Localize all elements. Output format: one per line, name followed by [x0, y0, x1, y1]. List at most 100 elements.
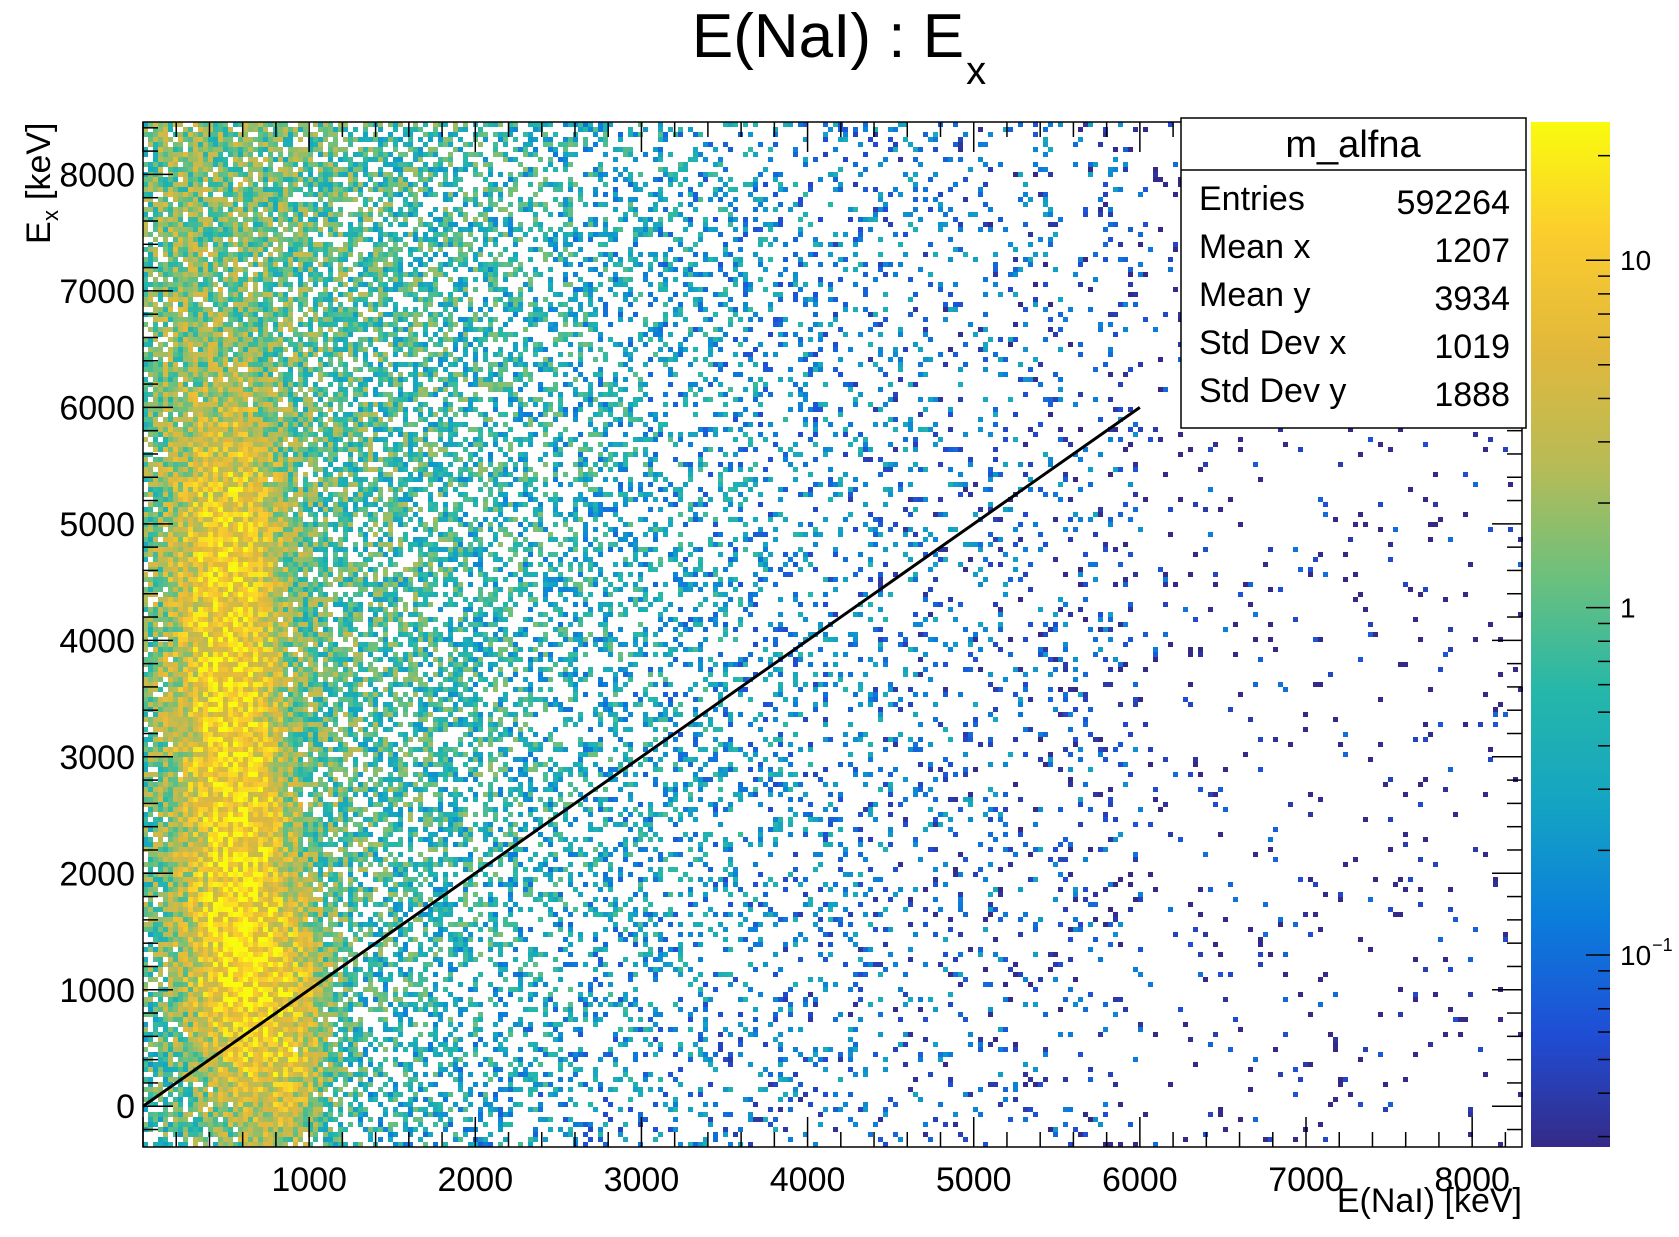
heatmap-cell — [453, 257, 458, 262]
heatmap-cell — [438, 312, 443, 317]
heatmap-cell — [228, 327, 233, 332]
heatmap-cell — [208, 387, 213, 392]
heatmap-cell — [283, 322, 288, 327]
heatmap-cell — [678, 202, 683, 207]
heatmap-cell — [348, 172, 353, 177]
heatmap-cell — [588, 397, 593, 402]
heatmap-cell — [413, 182, 418, 187]
heatmap-cell — [183, 187, 188, 192]
heatmap-cell — [263, 312, 268, 317]
heatmap-cell — [163, 377, 168, 382]
heatmap-cell — [398, 397, 403, 402]
heatmap-cell — [203, 392, 208, 397]
heatmap-cell — [153, 412, 158, 417]
heatmap-cell — [1023, 392, 1028, 397]
heatmap-cell — [153, 397, 158, 402]
heatmap-cell — [273, 407, 278, 412]
heatmap-cell — [393, 407, 398, 412]
heatmap-cell — [543, 232, 548, 237]
heatmap-cell — [793, 277, 798, 282]
heatmap-cell — [248, 367, 253, 372]
heatmap-cell — [203, 312, 208, 317]
heatmap-cell — [533, 267, 538, 272]
heatmap-cell — [398, 312, 403, 317]
heatmap-cell — [273, 157, 278, 162]
heatmap-cell — [358, 387, 363, 392]
heatmap-cell — [253, 167, 258, 172]
heatmap-cell — [448, 162, 453, 167]
heatmap-cell — [523, 147, 528, 152]
heatmap-cell — [298, 187, 303, 192]
heatmap-cell — [768, 392, 773, 397]
heatmap-cell — [203, 377, 208, 382]
heatmap-cell — [458, 212, 463, 217]
heatmap-cell — [288, 307, 293, 312]
heatmap-cell — [188, 292, 193, 297]
heatmap-cell — [493, 227, 498, 232]
heatmap-cell — [1038, 237, 1043, 242]
heatmap-cell — [393, 367, 398, 372]
heatmap-cell — [818, 217, 823, 222]
heatmap-cell — [573, 227, 578, 232]
heatmap-cell — [503, 222, 508, 227]
heatmap-cell — [183, 387, 188, 392]
heatmap-cell — [568, 282, 573, 287]
heatmap-cell — [628, 252, 633, 257]
heatmap-cell — [508, 127, 513, 132]
heatmap-cell — [358, 252, 363, 257]
heatmap-cell — [358, 192, 363, 197]
heatmap-cell — [198, 317, 203, 322]
heatmap-cell — [418, 202, 423, 207]
heatmap-cell — [228, 322, 233, 327]
heatmap-cell — [658, 222, 663, 227]
heatmap-cell — [1033, 377, 1038, 382]
heatmap-cell — [228, 172, 233, 177]
heatmap-cell — [508, 297, 513, 302]
heatmap-cell — [278, 207, 283, 212]
heatmap-cell — [613, 392, 618, 397]
heatmap-cell — [328, 347, 333, 352]
heatmap-cell — [333, 347, 338, 352]
heatmap-cell — [518, 407, 523, 412]
heatmap-cell — [318, 322, 323, 327]
heatmap-cell — [743, 217, 748, 222]
heatmap-cell — [568, 162, 573, 167]
heatmap-cell — [328, 207, 333, 212]
heatmap-cell — [208, 297, 213, 302]
heatmap-cell — [183, 192, 188, 197]
heatmap-cell — [568, 142, 573, 147]
heatmap-cell — [1018, 172, 1023, 177]
heatmap-cell — [488, 277, 493, 282]
heatmap-cell — [498, 197, 503, 202]
heatmap-cell — [438, 362, 443, 367]
heatmap-cell — [283, 227, 288, 232]
heatmap-cell — [198, 327, 203, 332]
heatmap-cell — [558, 362, 563, 367]
heatmap-cell — [443, 332, 448, 337]
heatmap-cell — [568, 187, 573, 192]
heatmap-cell — [298, 262, 303, 267]
heatmap-cell — [263, 207, 268, 212]
heatmap-cell — [238, 372, 243, 377]
heatmap-cell — [288, 412, 293, 417]
heatmap-cell — [358, 402, 363, 407]
heatmap-cell — [1033, 132, 1038, 137]
heatmap-cell — [393, 352, 398, 357]
heatmap-cell — [548, 212, 553, 217]
heatmap-cell — [1043, 137, 1048, 142]
heatmap-cell — [658, 217, 663, 222]
heatmap-cell — [218, 347, 223, 352]
heatmap-cell — [303, 372, 308, 377]
heatmap-cell — [318, 262, 323, 267]
heatmap-cell — [458, 242, 463, 247]
heatmap-cell — [738, 342, 743, 347]
heatmap-cell — [443, 407, 448, 412]
heatmap-cell — [273, 272, 278, 277]
heatmap-cell — [208, 187, 213, 192]
heatmap-cell — [503, 367, 508, 372]
heatmap-cell — [773, 317, 778, 322]
heatmap-cell — [373, 262, 378, 267]
heatmap-cell — [193, 137, 198, 142]
heatmap-cell — [273, 337, 278, 342]
heatmap-cell — [508, 262, 513, 267]
